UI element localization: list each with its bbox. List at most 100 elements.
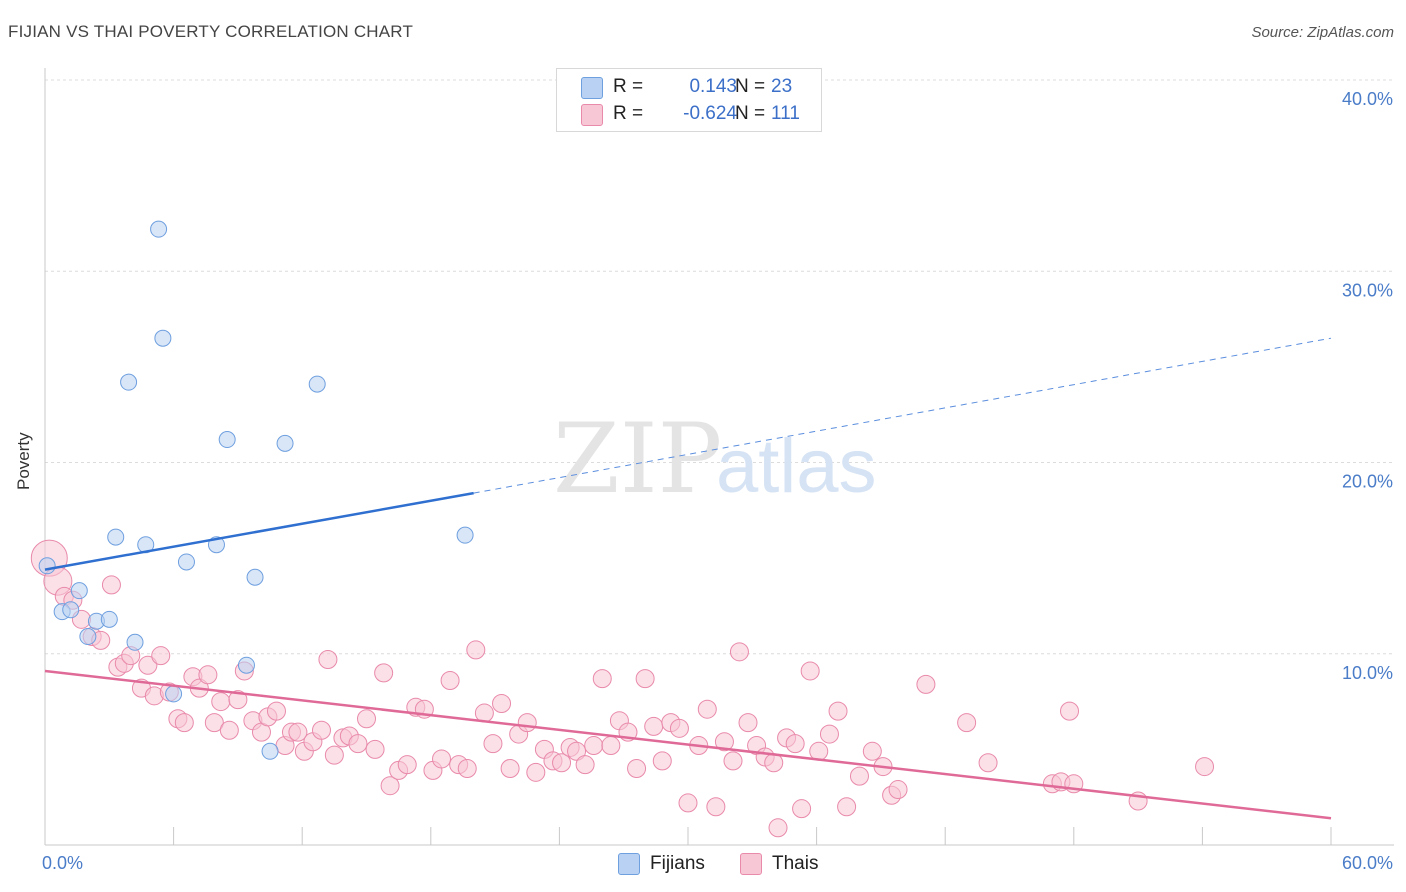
data-point [526,762,546,782]
data-point [79,628,97,646]
data-point [862,741,882,761]
x-tick-label: 0.0% [42,853,83,873]
data-point [266,701,286,721]
data-point [198,665,218,685]
y-tick-label: 40.0% [1342,89,1393,109]
data-point [308,375,326,393]
data-point [177,553,195,571]
data-point [456,526,474,544]
legend-label-thais: Thais [772,853,819,874]
data-point [1195,757,1215,777]
data-point [706,797,726,817]
data-point [38,557,56,575]
tick-labels: 10.0% 20.0% 30.0% 40.0% 0.0% 60.0% [42,89,1393,873]
data-point [219,720,239,740]
source-label: Source: ZipAtlas.com [1251,24,1394,41]
data-point [652,751,672,771]
trend-lines [44,337,1332,820]
data-point [601,736,621,756]
y-tick-label: 30.0% [1342,280,1393,300]
data-point [397,755,417,775]
data-point [697,699,717,719]
watermark-atlas: atlas [716,424,877,509]
data-point [828,701,848,721]
data-point [218,431,236,449]
data-point [100,610,118,628]
chart-title: FIJIAN VS THAI POVERTY CORRELATION CHART [8,22,414,41]
data-point [261,742,279,760]
legend-n-value: 23 [771,76,793,97]
data-point [567,741,587,761]
legend-n-label: N = [735,103,766,124]
legend-swatch-thais [581,104,603,126]
x-tick-label: 60.0% [1342,853,1393,873]
data-point [365,739,385,759]
legend-n-label: N = [735,76,766,97]
data-point [432,749,452,769]
data-point [669,718,689,738]
data-point [764,753,784,773]
data-point [126,633,144,651]
data-point [792,799,812,819]
legend-n-value: 111 [771,103,800,124]
data-point [174,713,194,733]
data-point [714,732,734,752]
legend-r-value: 0.143 [689,76,737,97]
data-point [1060,701,1080,721]
data-point [517,713,537,733]
data-point [228,690,248,710]
legend-r-label: R = [613,103,644,124]
grid [45,79,1394,655]
thais-trend-line [44,669,1332,820]
data-point [785,734,805,754]
data-point [644,716,664,736]
data-point [552,753,572,773]
data-point [492,693,512,713]
data-point [723,751,743,771]
data-point [374,663,394,683]
data-point [107,528,125,546]
data-point [627,759,647,778]
data-point [276,434,294,452]
legend-label-fijians: Fijians [650,853,705,874]
data-point [483,734,503,754]
fijians-trend-line [44,491,474,571]
data-point [819,724,839,744]
data-point [800,661,820,681]
y-tick-label: 10.0% [1342,663,1393,683]
data-point [466,640,486,660]
data-point [635,669,655,689]
data-point [211,692,231,712]
data-point [138,655,158,675]
legend-r-value: -0.624 [683,103,737,124]
data-point [768,818,788,838]
data-point [348,734,368,754]
data-point [62,601,80,619]
data-point [738,713,758,733]
data-point [165,685,183,703]
correlation-legend: R = 0.143 N = 23 R = -0.624 N = 111 [556,68,822,132]
data-point [978,753,998,773]
data-point [311,720,331,740]
legend-r-label: R = [613,76,644,97]
fijians-trend-extension [473,337,1332,494]
data-point [380,776,400,796]
data-point [584,736,604,756]
data-point [154,329,172,347]
data-point [500,759,520,778]
data-point [151,646,171,666]
data-point [288,722,308,742]
data-point [592,669,612,689]
data-point [101,575,121,595]
data-point [318,649,338,669]
data-point [957,713,977,733]
data-point [440,671,460,691]
legend-swatch-thais [740,853,762,875]
legend-swatch-fijians [618,853,640,875]
watermark-zip: ZIP [553,403,722,515]
data-point [357,709,376,729]
y-tick-label: 20.0% [1342,472,1393,492]
axes [44,68,1394,846]
